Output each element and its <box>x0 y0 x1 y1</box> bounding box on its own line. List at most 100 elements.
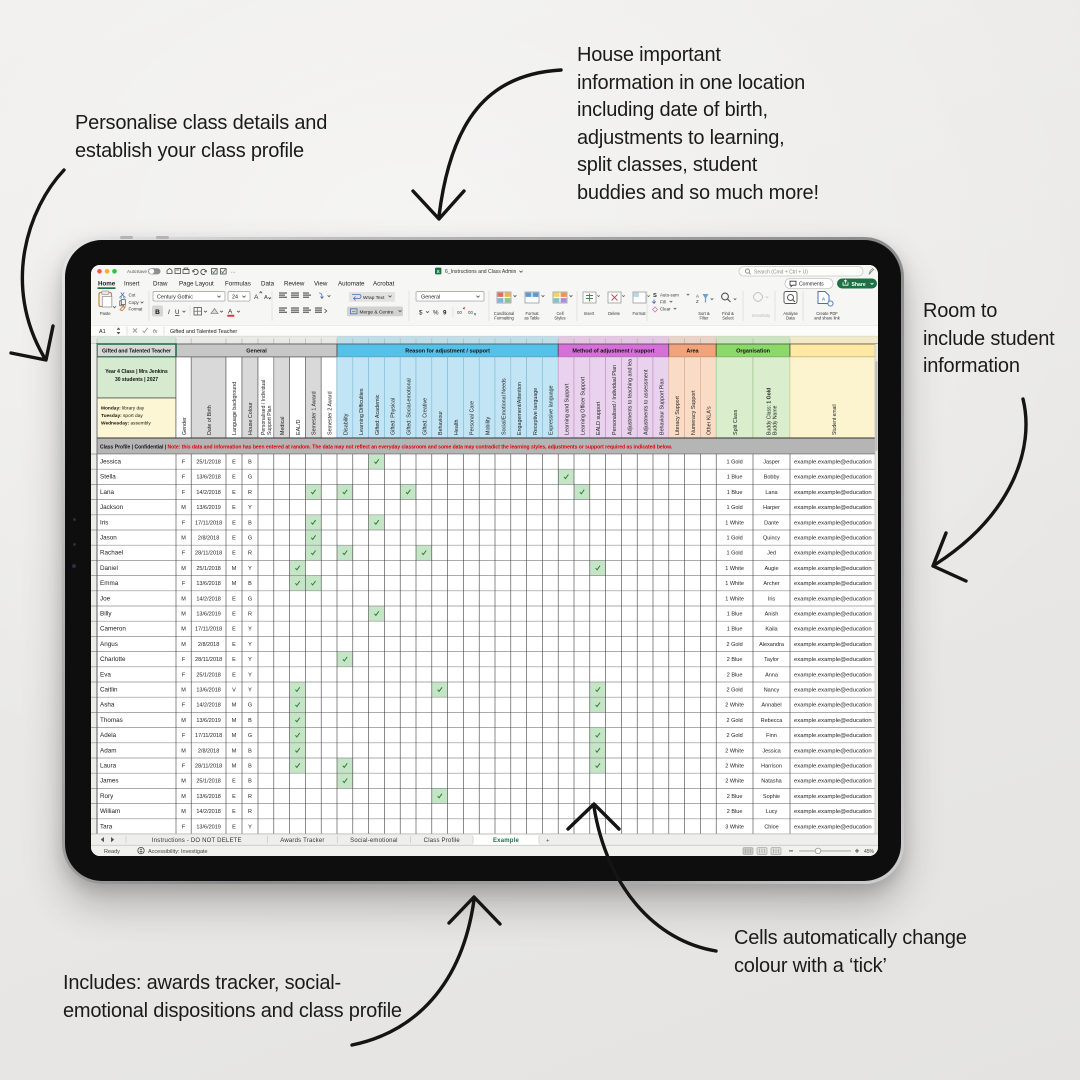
svg-text:Area: Area <box>686 349 699 355</box>
svg-text:and share link: and share link <box>814 316 840 321</box>
svg-text:R: R <box>248 551 252 557</box>
svg-text:Cut: Cut <box>129 292 137 297</box>
svg-text:M: M <box>181 794 186 800</box>
svg-text:25/1/2018: 25/1/2018 <box>196 672 220 678</box>
svg-text:Tuesday: sport day: Tuesday: sport day <box>101 413 143 419</box>
svg-text:M: M <box>232 718 237 724</box>
svg-text:M: M <box>181 612 186 618</box>
svg-text:Lana: Lana <box>765 490 778 496</box>
svg-text:Clear: Clear <box>660 307 671 312</box>
svg-text:14/2/2018: 14/2/2018 <box>196 703 220 709</box>
svg-text:...: ... <box>231 269 236 275</box>
svg-text:Student email: Student email <box>832 404 838 435</box>
svg-text:Daniel: Daniel <box>100 565 118 572</box>
svg-text:F: F <box>182 672 186 678</box>
svg-text:R: R <box>248 612 252 618</box>
svg-text:William: William <box>100 808 120 815</box>
svg-text:24: 24 <box>232 295 238 301</box>
svg-text:Comments: Comments <box>799 282 824 288</box>
svg-text:B: B <box>155 309 160 316</box>
svg-text:Behaviour Support Plan: Behaviour Support Plan <box>659 379 665 435</box>
svg-text:Formatting: Formatting <box>494 316 514 321</box>
svg-text:example.example@education: example.example@education <box>794 536 872 542</box>
svg-text:example.example@education: example.example@education <box>794 672 872 678</box>
svg-text:E: E <box>232 460 236 466</box>
svg-text:G: G <box>248 475 252 481</box>
svg-text:Y: Y <box>248 672 252 678</box>
svg-text:A: A <box>228 309 233 316</box>
svg-text:00: 00 <box>457 310 462 315</box>
svg-text:Support Plan: Support Plan <box>267 405 273 435</box>
svg-text:Chloe: Chloe <box>764 824 778 830</box>
svg-text:example.example@education: example.example@education <box>794 809 872 815</box>
svg-text:13/6/2018: 13/6/2018 <box>196 688 220 694</box>
svg-text:2 Gold: 2 Gold <box>726 642 742 648</box>
svg-text:B: B <box>248 764 252 770</box>
svg-text:13/6/2019: 13/6/2019 <box>196 824 220 830</box>
svg-text:Year 4 Class | Mrs Jenkins: Year 4 Class | Mrs Jenkins <box>105 369 168 375</box>
svg-text:example.example@education: example.example@education <box>794 779 872 785</box>
svg-text:Wrap Text: Wrap Text <box>363 295 385 301</box>
svg-text:B: B <box>248 460 252 466</box>
svg-text:1 Blue: 1 Blue <box>727 490 743 496</box>
svg-text:1 Blue: 1 Blue <box>727 612 743 618</box>
svg-text:Medical: Medical <box>280 417 286 435</box>
svg-text:M: M <box>232 581 237 587</box>
svg-text:Fill: Fill <box>660 300 666 305</box>
svg-text:example.example@education: example.example@education <box>794 688 872 694</box>
svg-text:Search (Cmd + Ctrl + U): Search (Cmd + Ctrl + U) <box>754 269 808 275</box>
svg-text:Z: Z <box>696 299 699 304</box>
svg-text:F: F <box>182 703 186 709</box>
svg-text:6_Instructions and Class Admin: 6_Instructions and Class Admin <box>445 269 517 275</box>
svg-text:Sort &: Sort & <box>698 311 710 316</box>
svg-text:View: View <box>314 281 328 288</box>
svg-text:Annabel: Annabel <box>761 703 781 709</box>
svg-text:00: 00 <box>468 310 473 315</box>
svg-text:Paste: Paste <box>100 311 111 316</box>
svg-text:Styles: Styles <box>554 316 565 321</box>
svg-text:13/6/2019: 13/6/2019 <box>196 505 220 511</box>
svg-text:Y: Y <box>248 824 252 830</box>
svg-text:example.example@education: example.example@education <box>794 551 872 557</box>
svg-text:1 Gold: 1 Gold <box>726 460 742 466</box>
svg-text:2 Blue: 2 Blue <box>727 672 743 678</box>
svg-text:example.example@education: example.example@education <box>794 642 872 648</box>
svg-text:Jessica: Jessica <box>100 459 121 466</box>
svg-text:30 students | 2027: 30 students | 2027 <box>115 377 158 383</box>
svg-text:Jessica: Jessica <box>762 748 781 754</box>
svg-text:Bobby: Bobby <box>764 475 780 481</box>
svg-text:$: $ <box>419 309 423 316</box>
svg-text:V: V <box>232 688 236 694</box>
svg-text:EAL/D: EAL/D <box>296 419 302 435</box>
svg-text:G: G <box>248 536 252 542</box>
svg-text:example.example@education: example.example@education <box>794 794 872 800</box>
svg-text:M: M <box>181 505 186 511</box>
svg-text:Analyse: Analyse <box>783 311 798 316</box>
svg-text:9: 9 <box>443 309 447 316</box>
svg-text:example.example@education: example.example@education <box>794 460 872 466</box>
svg-text:1 White: 1 White <box>725 520 744 526</box>
svg-text:14/2/2018: 14/2/2018 <box>196 809 220 815</box>
svg-text:Buddy Class: 1 Gold: Buddy Class: 1 Gold <box>766 388 772 435</box>
svg-text:Receptive language: Receptive language <box>533 388 539 435</box>
svg-text:R: R <box>248 794 252 800</box>
svg-text:B: B <box>248 718 252 724</box>
svg-text:Gifted and Talented Teacher: Gifted and Talented Teacher <box>102 349 171 355</box>
svg-text:M: M <box>181 596 186 602</box>
svg-text:17/11/2018: 17/11/2018 <box>195 733 222 739</box>
svg-text:M: M <box>232 733 237 739</box>
svg-text:Personalised / Individual: Personalised / Individual <box>261 380 267 435</box>
svg-text:example.example@education: example.example@education <box>794 718 872 724</box>
svg-text:2 Gold: 2 Gold <box>726 733 742 739</box>
svg-text:E: E <box>232 520 236 526</box>
svg-text:Jasper: Jasper <box>763 460 780 466</box>
svg-text:Expressive language: Expressive language <box>549 385 555 435</box>
svg-text:1 Gold: 1 Gold <box>726 536 742 542</box>
svg-text:E: E <box>232 809 236 815</box>
svg-text:Example: Example <box>493 838 520 844</box>
svg-text:General: General <box>246 349 267 355</box>
svg-text:Jackson: Jackson <box>100 504 124 511</box>
svg-text:Data: Data <box>261 281 275 288</box>
svg-text:B: B <box>248 520 252 526</box>
svg-text:14/2/2018: 14/2/2018 <box>196 490 220 496</box>
